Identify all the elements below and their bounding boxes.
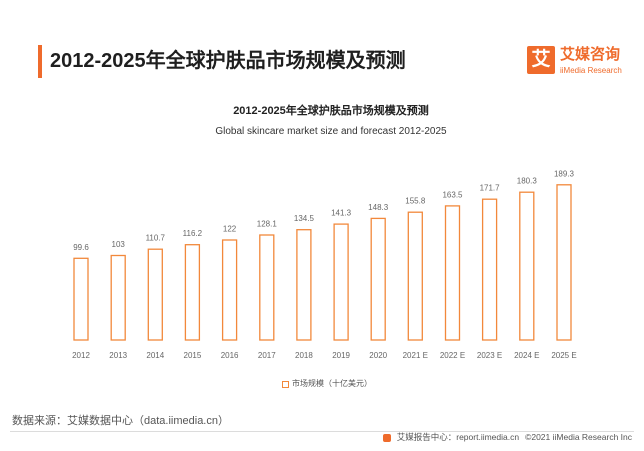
data-source-note: 数据来源：艾媒数据中心（data.iimedia.cn）: [12, 415, 229, 427]
bar-value-label: 99.6: [73, 243, 89, 252]
bar-2018: [296, 229, 312, 341]
x-tick-label: 2023 E: [477, 351, 502, 360]
x-tick-label: 2013: [109, 351, 127, 360]
x-tick-label: 2012: [72, 351, 90, 360]
bar-value-label: 134.5: [294, 214, 315, 223]
bar-2022-e: [444, 205, 461, 341]
bar-value-label: 128.1: [257, 220, 278, 229]
bar-2015: [184, 244, 201, 341]
bar-value-label: 103: [112, 240, 126, 249]
x-tick-label: 2019: [332, 351, 350, 360]
bar-value-label: 155.8: [405, 197, 426, 206]
logo-name-en: iiMedia Research: [560, 66, 622, 75]
x-tick-label: 2024 E: [514, 351, 539, 360]
x-tick-label: 2014: [146, 351, 164, 360]
x-tick-label: 2020: [369, 351, 387, 360]
logo-text: 艾媒咨询 iiMedia Research: [560, 45, 622, 76]
report-center-text: 艾媒报告中心：report.iimedia.cn: [396, 432, 520, 442]
bar-chart: 99.6 2012 103 2013 110.7 2014 116.2 2015 122 2016…: [72, 169, 577, 360]
x-tick-label: 2018: [295, 351, 313, 360]
bar-2017: [259, 234, 275, 341]
x-tick-label: 2022 E: [440, 351, 465, 360]
x-tick-label: 2016: [221, 351, 239, 360]
x-tick-label: 2015: [184, 351, 202, 360]
bar-2014: [147, 248, 163, 341]
bar-value-label: 180.3: [517, 177, 538, 186]
bar-2021-e: [407, 211, 423, 341]
bar-2024-e: [519, 191, 535, 341]
bar-2012: [73, 257, 89, 341]
bar-2025-e: [556, 184, 572, 341]
page-title: 2012-2025年全球护肤品市场规模及预测: [50, 50, 406, 72]
bar-2013: [110, 254, 126, 341]
bar-value-label: 171.7: [480, 184, 501, 193]
legend-label: 市场规模（十亿美元）: [292, 379, 372, 388]
chart-title: 2012-2025年全球护肤品市场规模及预测: [233, 105, 429, 117]
legend-swatch: [282, 380, 289, 388]
bar-value-label: 148.3: [368, 203, 389, 212]
footer-credits: 艾媒报告中心：report.iimedia.cn ©2021 iiMedia R…: [382, 432, 632, 443]
logo-name-cn: 艾媒咨询: [560, 46, 621, 63]
chart-subtitle: Global skincare market size and forecast…: [215, 126, 447, 137]
x-tick-label: 2025 E: [551, 351, 576, 360]
x-tick-label: 2017: [258, 351, 276, 360]
bar-value-label: 116.2: [183, 229, 203, 238]
logo-mark-icon: 艾: [527, 46, 555, 74]
report-center-logo-icon: [382, 433, 391, 442]
title-accent-bar: [38, 45, 42, 78]
bar-value-label: 110.7: [146, 234, 166, 243]
iimedia-logo: 艾 艾媒咨询 iiMedia Research: [527, 45, 631, 77]
copyright-text: ©2021 iiMedia Research Inc: [525, 432, 632, 442]
bar-value-label: 141.3: [331, 209, 352, 218]
bar-value-label: 122: [223, 225, 237, 234]
bar-2020: [370, 217, 386, 341]
x-tick-label: 2021 E: [403, 351, 428, 360]
bar-value-label: 189.3: [554, 169, 575, 178]
chart-legend: 市场规模（十亿美元）: [282, 379, 372, 389]
bar-2023-e: [481, 198, 498, 341]
bar-2016: [221, 239, 238, 341]
bar-value-label: 163.5: [442, 190, 463, 199]
footer-divider: [10, 431, 634, 432]
bar-2019: [333, 223, 349, 341]
